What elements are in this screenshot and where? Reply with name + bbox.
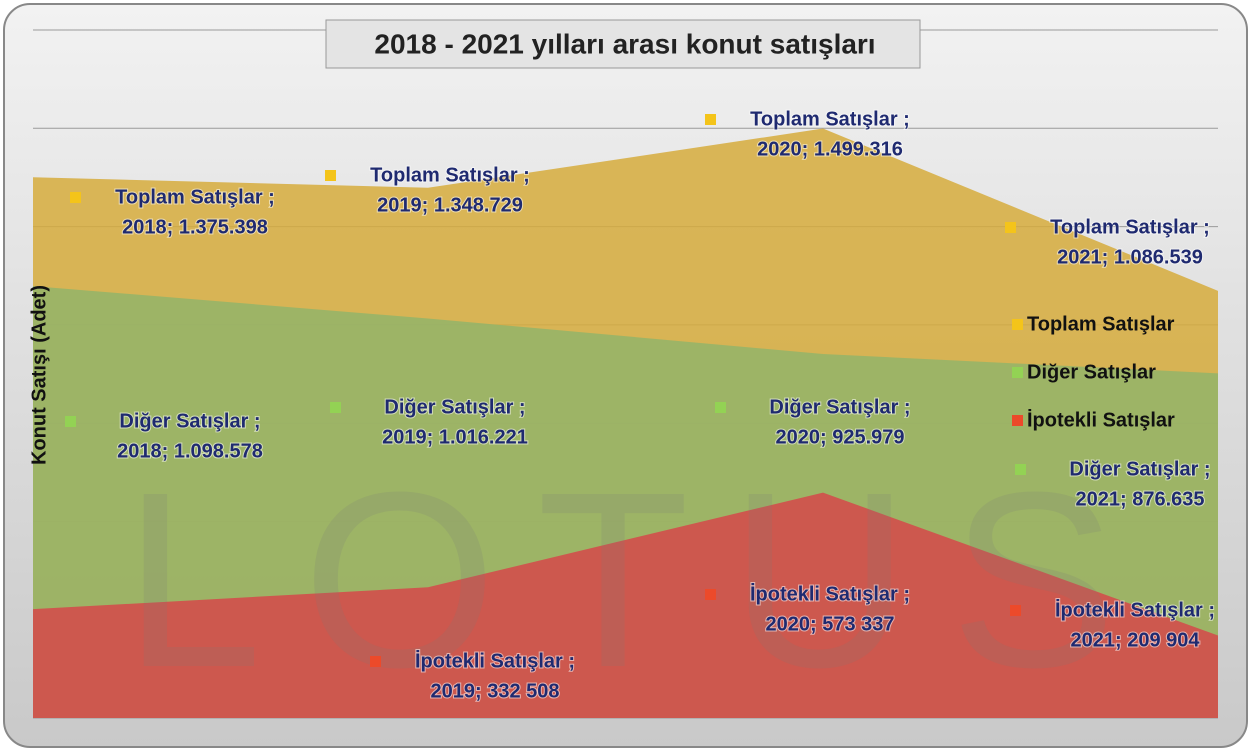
data-label: 2019; 332 508 <box>430 680 559 702</box>
label-marker <box>325 170 336 181</box>
legend-marker <box>1012 415 1023 426</box>
data-label: Toplam Satışlar ; <box>750 108 910 130</box>
data-label: 2020; 925.979 <box>775 426 904 448</box>
label-marker <box>70 192 81 203</box>
data-label: 2021; 876.635 <box>1075 488 1204 510</box>
watermark: LOTUS <box>123 440 1157 719</box>
legend-label: Diğer Satışlar <box>1027 361 1156 383</box>
data-label: Diğer Satışlar ; <box>119 410 260 432</box>
label-marker <box>330 402 341 413</box>
data-label: 2021; 209 904 <box>1070 629 1200 651</box>
data-label: 2020; 573 337 <box>765 613 894 635</box>
data-label: İpotekli Satışlar ; <box>415 649 575 672</box>
data-label: İpotekli Satışlar ; <box>750 582 910 605</box>
data-label: 2021; 1.086.539 <box>1057 246 1203 268</box>
data-label: 2019; 1.348.729 <box>377 194 523 216</box>
data-label: 2018; 1.375.398 <box>122 216 268 238</box>
data-label: Toplam Satışlar ; <box>370 164 530 186</box>
label-marker <box>65 416 76 427</box>
data-label: Toplam Satışlar ; <box>115 186 275 208</box>
legend-marker <box>1012 319 1023 330</box>
data-label: Diğer Satışlar ; <box>384 396 525 418</box>
y-axis-label: Konut Satışı (Adet) <box>28 285 50 465</box>
data-label: Diğer Satışlar ; <box>1069 458 1210 480</box>
title-box <box>325 19 921 69</box>
data-label: 2020; 1.499.316 <box>757 138 903 160</box>
label-marker <box>1010 605 1021 616</box>
chart-title: 2018 - 2021 yılları arası konut satışlar… <box>374 28 875 59</box>
data-label: İpotekli Satışlar ; <box>1055 598 1215 621</box>
label-marker <box>715 402 726 413</box>
label-marker <box>370 656 381 667</box>
legend-label: İpotekli Satışlar <box>1027 408 1175 431</box>
label-marker <box>705 589 716 600</box>
data-label: Toplam Satışlar ; <box>1050 216 1210 238</box>
legend-marker <box>1012 367 1023 378</box>
data-label: Diğer Satışlar ; <box>769 396 910 418</box>
label-marker <box>705 114 716 125</box>
label-marker <box>1005 222 1016 233</box>
legend-label: Toplam Satışlar <box>1027 313 1175 335</box>
data-label: 2018; 1.098.578 <box>117 440 263 462</box>
data-label: 2019; 1.016.221 <box>382 426 528 448</box>
area <box>33 492 1218 718</box>
label-marker <box>1015 464 1026 475</box>
